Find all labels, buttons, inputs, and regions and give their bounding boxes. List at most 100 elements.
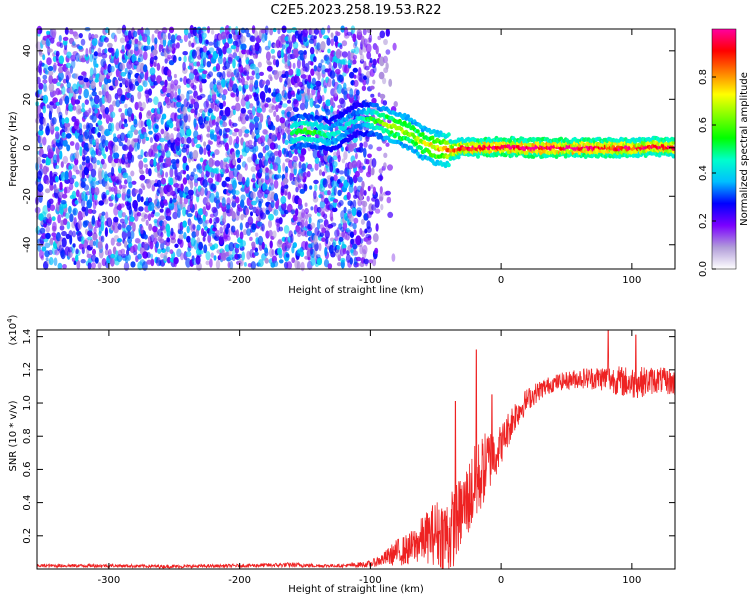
noise-cell (62, 36, 69, 42)
noise-cell (219, 102, 224, 110)
noise-cell (264, 144, 270, 151)
noise-cell (259, 113, 264, 121)
noise-cell (331, 180, 338, 189)
noise-cell (340, 146, 344, 152)
snr-y-tick-label: 0.2 (22, 528, 33, 544)
noise-cell (118, 108, 122, 113)
noise-cell (62, 264, 67, 269)
noise-cell (371, 97, 377, 104)
noise-cell (249, 35, 256, 42)
noise-cell (59, 225, 65, 231)
noise-cell (217, 85, 223, 94)
noise-cell (153, 96, 159, 106)
noise-cell (77, 219, 82, 230)
noise-cell (90, 156, 97, 164)
noise-cell (228, 33, 233, 39)
noise-cell (283, 148, 289, 158)
noise-cell (254, 145, 259, 152)
noise-cell (245, 64, 250, 72)
noise-cell (184, 186, 189, 195)
colorbar-tick-label: 0.0 (698, 261, 709, 277)
noise-cell (91, 215, 96, 225)
colorbar-tick-label: 0.8 (698, 69, 709, 85)
noise-cell (81, 161, 86, 166)
noise-cell (176, 84, 182, 89)
noise-cell (75, 150, 80, 160)
noise-cell (142, 251, 149, 259)
noise-cell (295, 208, 299, 217)
noise-cell (159, 80, 165, 86)
noise-cell (219, 159, 224, 170)
noise-cell (37, 156, 42, 165)
noise-cell (284, 53, 288, 63)
noise-cell (271, 105, 276, 111)
noise-cell (126, 107, 133, 117)
noise-cell (193, 118, 197, 128)
snr-x-tick-label: -200 (228, 575, 251, 586)
noise-cell (316, 42, 321, 51)
noise-cell (107, 42, 113, 48)
noise-cell (202, 45, 208, 53)
signal-cell (539, 151, 544, 156)
noise-cell (188, 61, 194, 70)
colorbar-ticks: 0.0 0.2 0.4 0.6 0.8 (698, 69, 716, 277)
noise-cell (192, 149, 199, 160)
noise-cell (34, 206, 41, 214)
noise-cell (258, 45, 262, 54)
noise-cell (110, 186, 115, 192)
noise-cell (386, 196, 392, 204)
noise-cell (369, 85, 375, 90)
signal-cell (476, 154, 480, 159)
noise-cell (188, 71, 195, 80)
noise-cell (80, 259, 86, 264)
noise-cell (304, 202, 308, 207)
noise-cell (44, 242, 51, 249)
noise-cell (338, 170, 345, 175)
noise-cell (276, 131, 281, 141)
noise-cell (343, 82, 347, 90)
noise-cell (322, 178, 328, 188)
noise-cell (42, 54, 46, 61)
snr-series (36, 329, 676, 570)
noise-cell (174, 91, 178, 101)
noise-cell (75, 169, 80, 175)
noise-cell (365, 233, 372, 239)
noise-cell (387, 164, 393, 171)
noise-cell (103, 69, 109, 75)
noise-cell (94, 257, 99, 264)
noise-cell (286, 28, 293, 34)
noise-cell (338, 200, 344, 206)
noise-cell (379, 30, 386, 39)
noise-cell (356, 207, 362, 213)
noise-cell (45, 225, 50, 233)
noise-cell (264, 84, 269, 94)
noise-cell (363, 141, 368, 148)
noise-cell (113, 152, 120, 159)
noise-cell (145, 136, 150, 141)
noise-cell (319, 189, 325, 199)
noise-cell (116, 238, 123, 243)
noise-cell (279, 100, 283, 106)
noise-cell (202, 236, 206, 242)
noise-cell (98, 90, 102, 96)
noise-cell (281, 110, 286, 115)
noise-cell (119, 132, 126, 142)
noise-cell (292, 62, 296, 69)
noise-cell (241, 240, 246, 247)
noise-cell (121, 184, 127, 189)
noise-cell (280, 128, 285, 136)
noise-cell (199, 187, 205, 197)
noise-cell (91, 176, 97, 182)
noise-cell (231, 76, 235, 81)
noise-cell (333, 151, 338, 157)
noise-cell (95, 138, 99, 145)
noise-cell (55, 50, 60, 57)
noise-cell (153, 157, 157, 168)
noise-cell (162, 33, 167, 41)
signal-cell (343, 133, 347, 138)
noise-cell (69, 29, 74, 35)
noise-cell (321, 64, 326, 75)
noise-cell (142, 80, 148, 88)
signal-cell (419, 145, 423, 151)
noise-cell (137, 253, 142, 260)
